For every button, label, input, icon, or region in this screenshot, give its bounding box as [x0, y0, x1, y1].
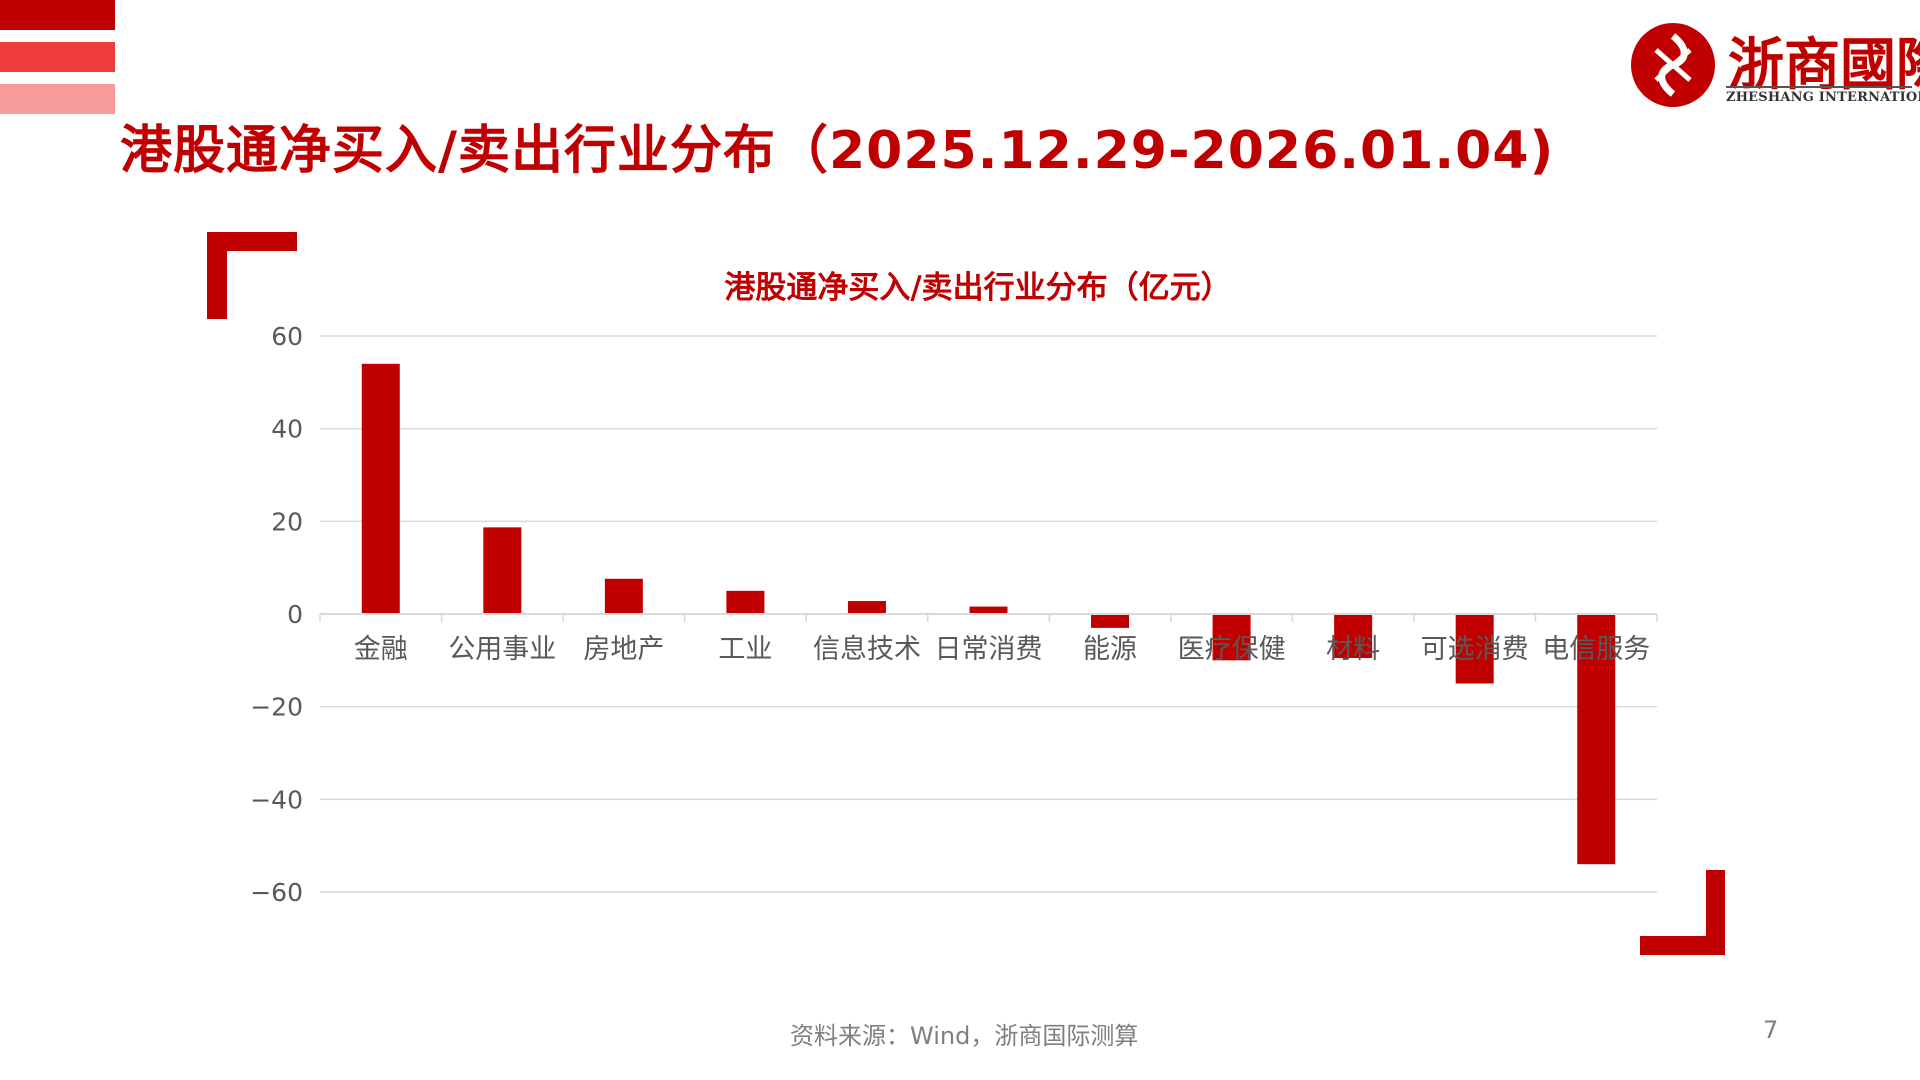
bars — [361, 363, 1616, 865]
y-tick-label: 20 — [271, 507, 303, 536]
x-category-label: 可选消费 — [1421, 634, 1529, 665]
x-category-label: 医疗保健 — [1178, 634, 1286, 665]
logo-emblem-icon — [1631, 23, 1715, 107]
bar — [847, 601, 886, 614]
bar — [1334, 614, 1373, 659]
logo-english-name: ZHESHANG INTERNATIONAL — [1726, 90, 1920, 105]
chart-title: 港股通净买入/卖出行业分布（亿元） — [724, 270, 1231, 306]
x-axis-category-labels: 金融 公用事业 房地产 工业 信息技术 日常消费 能源 医疗保健 材料 可选消费 电信服务 — [354, 634, 1650, 665]
bar — [969, 606, 1008, 614]
bar — [604, 578, 643, 614]
decor-stripe-dark — [0, 0, 115, 30]
x-category-label: 金融 — [354, 634, 408, 665]
page-title: 港股通净买入/卖出行业分布（2025.12.29-2026.01.04) — [120, 121, 1555, 181]
x-category-label: 房地产 — [583, 634, 664, 665]
bar — [1091, 614, 1130, 628]
bar — [361, 363, 400, 614]
x-category-label: 工业 — [718, 634, 772, 665]
page-number: 7 — [1763, 1016, 1779, 1044]
decor-stripe-light — [0, 84, 115, 114]
bar — [1577, 614, 1616, 865]
source-note: 资料来源：Wind，浙商国际测算 — [790, 1022, 1139, 1050]
decor-stripe-medium — [0, 42, 115, 72]
bar — [726, 590, 765, 614]
x-axis — [319, 613, 1658, 622]
x-category-label: 能源 — [1083, 634, 1137, 665]
y-tick-label: 0 — [287, 600, 303, 629]
y-tick-label: −60 — [250, 878, 303, 907]
x-category-label: 公用事业 — [448, 634, 556, 665]
x-category-label: 信息技术 — [813, 634, 921, 665]
y-axis-tick-labels: 60 40 20 0 −20 −40 −60 — [250, 322, 303, 907]
x-category-label: 日常消费 — [935, 634, 1043, 665]
x-category-label: 电信服务 — [1542, 634, 1650, 665]
corner-bracket-bottom-horizontal — [1640, 936, 1725, 955]
gridlines — [320, 335, 1657, 893]
bar — [1455, 614, 1494, 684]
company-logo: 浙商國際 ZHESHANG INTERNATIONAL — [1628, 20, 1920, 110]
corner-bracket-top-vertical — [207, 232, 227, 319]
y-tick-label: −40 — [250, 785, 303, 814]
logo-divider — [1726, 86, 1912, 88]
y-tick-label: 60 — [271, 322, 303, 351]
y-tick-label: −20 — [250, 693, 303, 722]
bar — [1212, 614, 1251, 661]
bar — [483, 527, 522, 614]
x-category-label: 材料 — [1326, 634, 1380, 665]
y-tick-label: 40 — [271, 415, 303, 444]
corner-bracket-bottom-vertical — [1706, 870, 1725, 955]
corner-bracket-top-horizontal — [207, 232, 297, 251]
